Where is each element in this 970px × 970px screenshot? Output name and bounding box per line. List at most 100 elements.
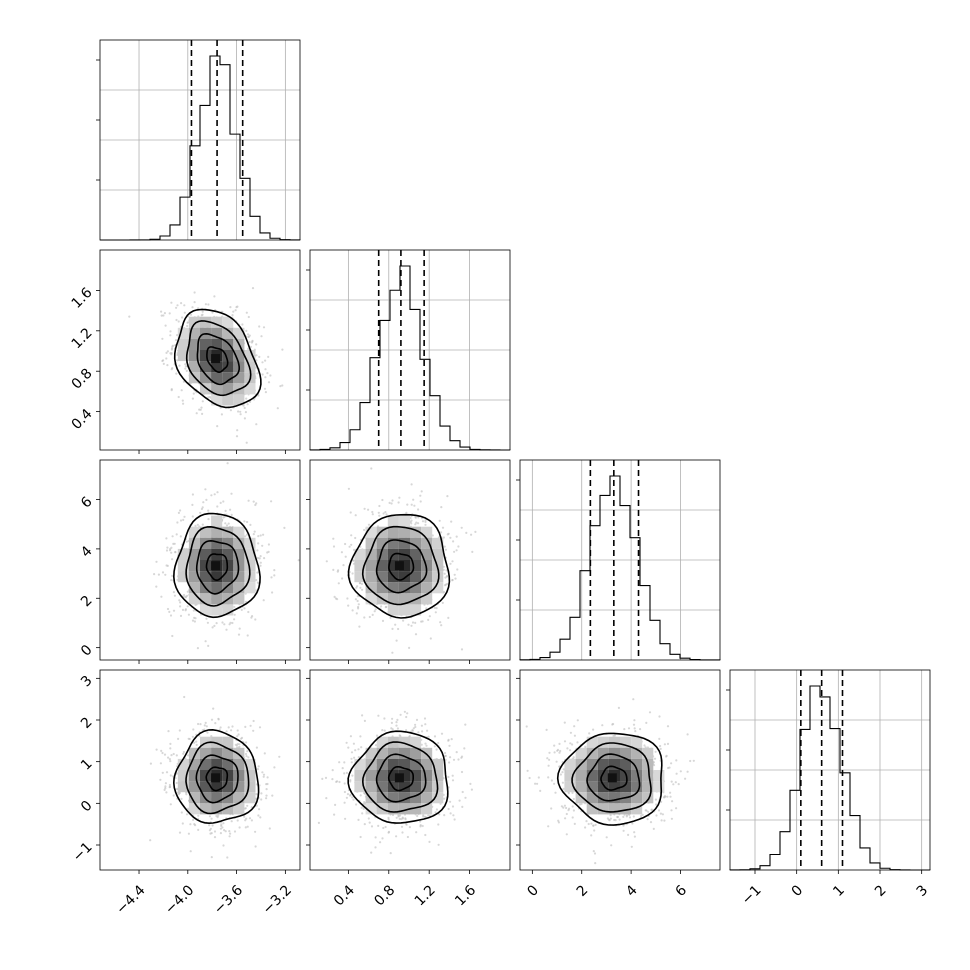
density-cell	[222, 604, 234, 616]
density-cell	[365, 571, 377, 583]
sample-point	[171, 344, 175, 347]
sample-point	[182, 518, 185, 522]
histogram-steps	[100, 55, 301, 241]
sample-point	[434, 611, 437, 614]
sample-point	[166, 546, 169, 549]
sample-point	[410, 624, 413, 627]
sample-point	[447, 775, 450, 779]
sample-point	[463, 747, 466, 750]
sample-point	[255, 579, 258, 582]
density-cell	[177, 571, 189, 583]
sample-point	[186, 324, 189, 328]
sample-point	[164, 782, 167, 785]
sample-point	[424, 742, 427, 745]
sample-point	[345, 796, 348, 799]
scatter-panel-2-0	[96, 459, 301, 664]
sample-point	[175, 306, 178, 309]
sample-point	[359, 735, 362, 738]
sample-point	[160, 314, 163, 317]
sample-point	[381, 729, 384, 732]
sample-point	[396, 727, 399, 730]
sample-point	[255, 423, 258, 426]
sample-point	[461, 790, 464, 794]
sample-point	[332, 537, 335, 540]
sample-point	[247, 335, 250, 339]
density-cell	[200, 560, 212, 572]
sample-point	[208, 815, 211, 818]
sample-point	[281, 348, 284, 351]
density-cell	[222, 394, 234, 406]
sample-point	[254, 830, 257, 833]
sample-point	[659, 744, 662, 748]
sample-point	[159, 762, 162, 765]
sample-point	[169, 747, 172, 750]
sample-point	[251, 615, 254, 618]
sample-point	[443, 584, 447, 587]
sample-point	[179, 601, 182, 604]
sample-point	[351, 796, 354, 799]
sample-point	[395, 816, 398, 819]
sample-point	[465, 531, 468, 535]
histogram-panel-3	[726, 669, 931, 871]
sample-point	[259, 534, 262, 537]
sample-point	[346, 793, 350, 796]
sample-point	[343, 801, 346, 804]
sample-point	[255, 793, 258, 796]
sample-point	[368, 615, 371, 619]
sample-point	[458, 799, 461, 802]
sample-point	[413, 504, 416, 507]
sample-point	[247, 499, 250, 502]
sample-point	[435, 607, 438, 610]
sample-point	[262, 599, 265, 602]
sample-point	[345, 741, 348, 744]
sample-point	[384, 825, 387, 829]
sample-point	[155, 585, 158, 588]
contour-line	[196, 332, 240, 386]
sample-point	[191, 619, 195, 622]
sample-point	[224, 522, 227, 525]
sample-point	[453, 818, 456, 821]
sample-point	[198, 408, 201, 411]
sample-point	[169, 330, 172, 333]
sample-point	[571, 743, 574, 746]
sample-point	[268, 827, 271, 830]
sample-point	[391, 717, 394, 720]
sample-point	[187, 613, 190, 616]
sample-point	[343, 761, 346, 764]
sample-point	[437, 823, 440, 826]
density-cell	[233, 526, 245, 538]
sample-point	[201, 523, 204, 526]
sample-point	[214, 722, 217, 725]
sample-point	[341, 577, 344, 580]
sample-point	[184, 596, 187, 599]
sample-point	[264, 391, 267, 394]
sample-point	[261, 544, 264, 547]
sample-point	[155, 560, 158, 563]
density-cell	[233, 394, 245, 406]
sample-point	[451, 805, 455, 808]
sample-point	[367, 508, 370, 511]
contour-line	[172, 512, 261, 619]
sample-point	[350, 534, 353, 537]
sample-point	[361, 812, 364, 815]
density-cell	[222, 372, 234, 384]
sample-point	[236, 429, 239, 432]
sample-point	[221, 826, 224, 829]
sample-point	[338, 780, 341, 784]
sample-point	[460, 526, 463, 529]
sample-point	[251, 287, 255, 290]
density-cell	[188, 327, 200, 339]
density-cell	[177, 327, 189, 339]
histogram-panel-1	[306, 249, 511, 451]
sample-point	[222, 500, 225, 503]
sample-point	[360, 746, 363, 749]
sample-point	[182, 402, 185, 405]
sample-point	[347, 487, 350, 490]
sample-point	[453, 573, 456, 576]
sample-point	[371, 510, 374, 514]
sample-point	[401, 817, 404, 820]
sample-point	[252, 500, 255, 503]
sample-point	[163, 788, 166, 792]
sample-point	[236, 729, 239, 732]
sample-point	[170, 389, 173, 392]
